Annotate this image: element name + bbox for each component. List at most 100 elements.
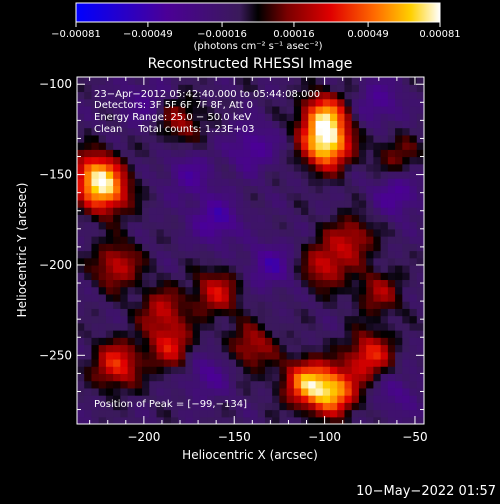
heatmap-cell — [156, 308, 165, 317]
heatmap-cell — [120, 214, 129, 223]
heatmap-cell — [142, 207, 150, 215]
heatmap-cell — [105, 207, 114, 215]
heatmap-cell — [156, 156, 165, 165]
heatmap-cell — [84, 330, 93, 338]
heatmap-cell — [279, 170, 288, 179]
heatmap-cell — [77, 301, 85, 309]
heatmap-cell — [330, 127, 338, 136]
heatmap-cell — [149, 113, 158, 121]
heatmap-cell — [120, 113, 129, 121]
heatmap-cell — [387, 221, 396, 230]
heatmap-cell — [409, 84, 418, 93]
heatmap-cell — [134, 264, 143, 273]
heatmap-cell — [250, 120, 259, 129]
heatmap-cell — [77, 358, 85, 367]
heatmap-cell — [243, 207, 252, 215]
heatmap-cell — [344, 264, 353, 273]
heatmap-cell — [163, 221, 172, 230]
heatmap-cell — [120, 264, 129, 273]
heatmap-cell — [366, 344, 374, 353]
heatmap-cell — [286, 250, 295, 259]
heatmap-cell — [113, 395, 121, 403]
heatmap-cell — [236, 156, 244, 165]
heatmap-cell — [409, 366, 418, 374]
heatmap-cell — [120, 293, 129, 302]
heatmap-cell — [264, 120, 273, 129]
heatmap-cell — [330, 315, 338, 324]
heatmap-cell — [344, 163, 353, 172]
heatmap-cell — [322, 105, 331, 114]
heatmap-cell — [142, 330, 150, 338]
heatmap-cell — [250, 113, 259, 121]
heatmap-cell — [105, 156, 114, 165]
heatmap-cell — [221, 163, 230, 172]
heatmap-cell — [236, 77, 244, 85]
heatmap-cell — [127, 178, 136, 187]
heatmap-cell — [416, 416, 424, 424]
heatmap-cell — [395, 257, 403, 266]
heatmap-cell — [127, 149, 136, 158]
heatmap-cell — [272, 250, 281, 259]
heatmap-cell — [156, 163, 165, 172]
heatmap-cell — [214, 199, 223, 208]
heatmap-cell — [84, 264, 93, 273]
heatmap-cell — [279, 84, 288, 93]
heatmap-cell — [120, 315, 129, 324]
heatmap-cell — [156, 214, 165, 223]
heatmap-cell — [409, 127, 418, 136]
heatmap-cell — [221, 84, 230, 93]
heatmap-cell — [243, 279, 252, 288]
heatmap-cell — [199, 243, 208, 252]
heatmap-cell — [214, 387, 223, 396]
heatmap-cell — [330, 120, 338, 129]
heatmap-cell — [185, 301, 194, 309]
heatmap-cell — [366, 228, 374, 237]
heatmap-cell — [178, 228, 187, 237]
heatmap-cell — [192, 293, 201, 302]
heatmap-cell — [286, 272, 295, 281]
heatmap-cell — [293, 77, 302, 85]
heatmap-cell — [77, 373, 85, 382]
heatmap-cell — [402, 380, 411, 389]
heatmap-cell — [214, 322, 223, 331]
heatmap-cell — [192, 214, 201, 223]
heatmap-cell — [264, 142, 273, 150]
heatmap-cell — [395, 91, 403, 100]
heatmap-cell — [156, 243, 165, 252]
heatmap-cell — [344, 293, 353, 302]
heatmap-cell — [236, 207, 244, 215]
heatmap-cell — [344, 236, 353, 244]
heatmap-cell — [351, 91, 360, 100]
heatmap-cell — [322, 250, 331, 259]
heatmap-cell — [84, 98, 93, 107]
heatmap-cell — [272, 322, 281, 331]
heatmap-cell — [272, 272, 281, 281]
heatmap-cell — [351, 358, 360, 367]
heatmap-cell — [105, 315, 114, 324]
heatmap-cell — [243, 409, 252, 418]
heatmap-cell — [163, 293, 172, 302]
heatmap-cell — [98, 185, 107, 194]
heatmap-cell — [279, 207, 288, 215]
x-axis-label: Heliocentric X (arcsec) — [182, 448, 318, 462]
heatmap-cell — [207, 236, 215, 244]
heatmap-cell — [84, 409, 93, 418]
heatmap-cell — [395, 358, 403, 367]
heatmap-cell — [163, 301, 172, 309]
heatmap-cell — [409, 330, 418, 338]
heatmap-cell — [257, 330, 266, 338]
heatmap-cell — [163, 127, 172, 136]
heatmap-cell — [221, 344, 230, 353]
heatmap-cell — [395, 366, 403, 374]
heatmap-cell — [134, 250, 143, 259]
heatmap-cell — [228, 91, 237, 100]
heatmap-cell — [279, 373, 288, 382]
heatmap-cell — [199, 272, 208, 281]
heatmap-cell — [351, 156, 360, 165]
heatmap-cell — [387, 279, 396, 288]
heatmap-cell — [330, 105, 338, 114]
heatmap-cell — [293, 228, 302, 237]
heatmap-cell — [402, 120, 411, 129]
heatmap-cell — [163, 77, 172, 85]
heatmap-cell — [156, 293, 165, 302]
